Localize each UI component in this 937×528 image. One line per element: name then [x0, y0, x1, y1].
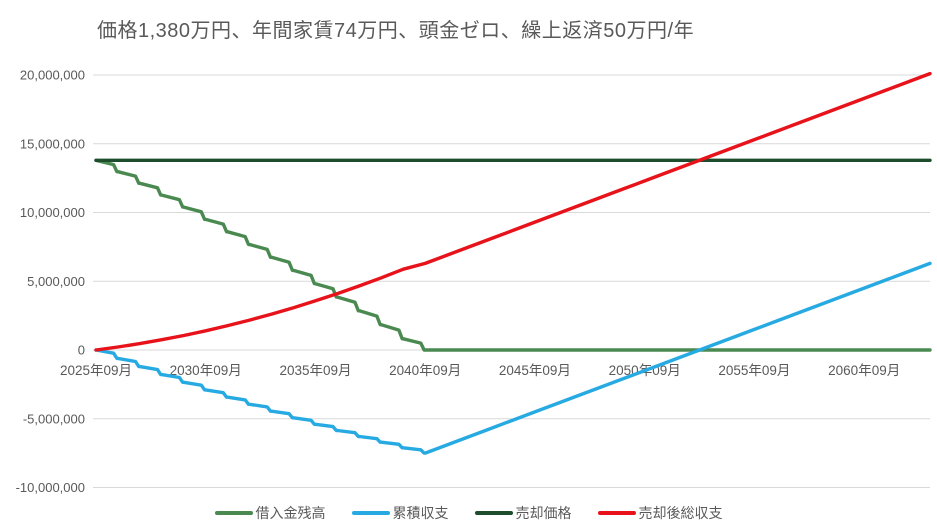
legend-label-sale-price: 売却価格 [515, 505, 572, 521]
x-axis-label: 2035年09月 [279, 363, 351, 378]
x-axis-label: 2030年09月 [170, 363, 242, 378]
x-axis-label: 2055年09月 [718, 363, 790, 378]
legend-swatch-loan-balance [214, 511, 253, 515]
legend-item-total-after-sale[interactable]: 売却後総収支 [597, 503, 723, 523]
x-axis-label: 2045年09月 [499, 363, 571, 378]
chart-title: 価格1,380万円、年間家賃74万円、頭金ゼロ、繰上返済50万円/年 [97, 20, 695, 42]
legend-swatch-cumulative-balance [351, 511, 390, 515]
x-axis-label: 2025年09月 [60, 363, 132, 378]
y-axis-label: -5,000,000 [23, 411, 85, 426]
legend-swatch-sale-price [474, 511, 513, 515]
y-axis-label: -10,000,000 [16, 480, 85, 495]
legend-label-loan-balance: 借入金残高 [255, 505, 326, 521]
legend-item-sale-price[interactable]: 売却価格 [474, 503, 572, 523]
series-line-cumulative-balance[interactable] [94, 261, 932, 455]
legend: 借入金残高 累積収支 売却価格 売却後総収支 [0, 503, 937, 523]
series-line-total-after-sale[interactable] [94, 71, 932, 352]
y-axis-label: 0 [78, 343, 85, 358]
series-line-loan-balance[interactable] [94, 158, 932, 352]
y-axis-label: 20,000,000 [20, 68, 85, 83]
legend-item-cumulative-balance[interactable]: 累積収支 [351, 503, 449, 523]
y-axis-label: 15,000,000 [20, 136, 85, 151]
y-axis-label: 10,000,000 [20, 205, 85, 220]
legend-item-loan-balance[interactable]: 借入金残高 [214, 503, 326, 523]
legend-swatch-total-after-sale [597, 511, 636, 515]
legend-label-total-after-sale: 売却後総収支 [638, 505, 723, 521]
legend-label-cumulative-balance: 累積収支 [392, 505, 449, 521]
y-axis-label: 5,000,000 [27, 274, 85, 289]
x-axis-label: 2040年09月 [389, 363, 461, 378]
x-axis-label: 2060年09月 [828, 363, 900, 378]
